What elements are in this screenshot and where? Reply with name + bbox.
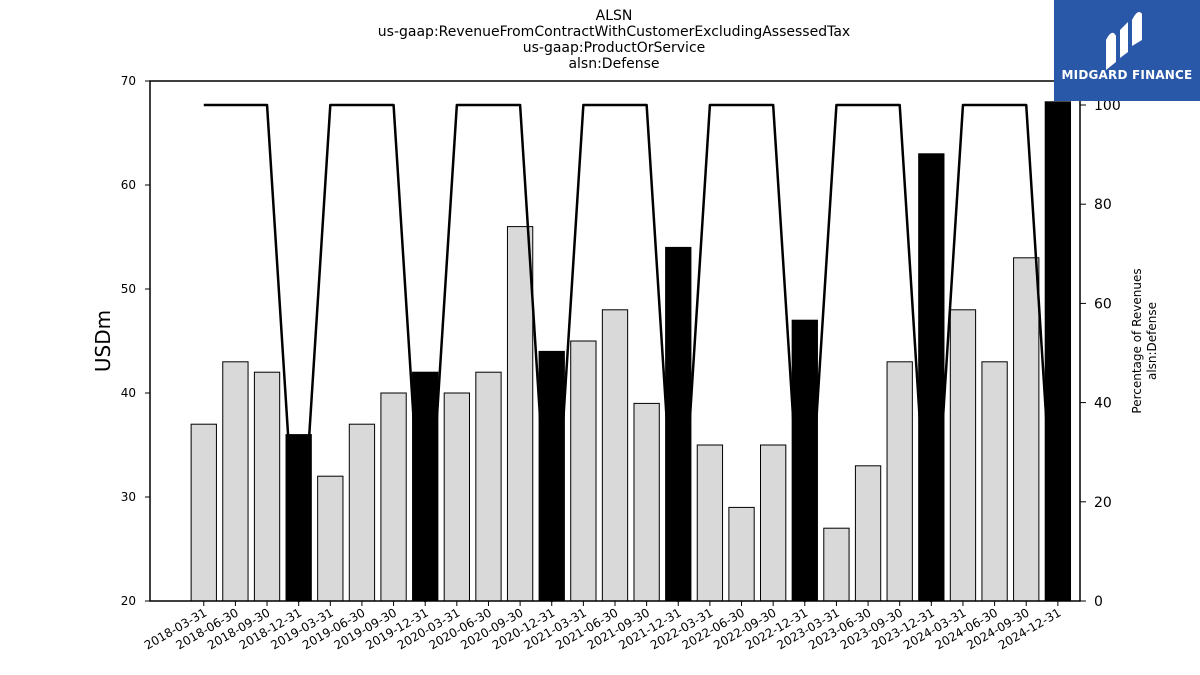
bar bbox=[317, 475, 344, 602]
bar bbox=[1044, 101, 1072, 602]
bar bbox=[348, 423, 376, 602]
title-line: ALSN bbox=[596, 8, 633, 24]
bar-series bbox=[190, 101, 1072, 602]
y-tick-label: 40 bbox=[121, 386, 136, 400]
bar bbox=[475, 371, 502, 602]
y2-tick-label: 100 bbox=[1094, 98, 1121, 114]
bar bbox=[570, 340, 597, 602]
bar bbox=[443, 392, 470, 602]
bar bbox=[190, 423, 217, 602]
brand-logo: MIDGARD FINANCE bbox=[1054, 0, 1200, 101]
bar bbox=[665, 246, 692, 602]
title-line: alsn:Defense bbox=[568, 56, 659, 72]
y2-tick-label: 60 bbox=[1094, 296, 1112, 312]
y2-axis-title: Percentage of Revenues alsn:Defense bbox=[1130, 268, 1159, 413]
bar bbox=[981, 361, 1008, 602]
bar bbox=[1013, 257, 1040, 602]
y2-axis-title-line: alsn:Defense bbox=[1145, 302, 1159, 380]
title-line: us-gaap:ProductOrService bbox=[523, 40, 706, 56]
chart-title: ALSNus-gaap:RevenueFromContractWithCusto… bbox=[378, 8, 850, 72]
bar bbox=[633, 402, 660, 602]
bar bbox=[949, 309, 977, 602]
bar bbox=[222, 361, 249, 602]
bar bbox=[918, 153, 945, 602]
y-tick-label: 30 bbox=[121, 490, 136, 504]
y2-tick-label: 0 bbox=[1094, 594, 1103, 610]
y2-tick-label: 80 bbox=[1094, 197, 1112, 213]
bar bbox=[823, 527, 850, 602]
x-axis: 2018-03-312018-06-302018-09-302018-12-31… bbox=[142, 601, 1063, 652]
bar bbox=[412, 371, 439, 602]
logo-text: MIDGARD FINANCE bbox=[1061, 68, 1193, 82]
y-tick-label: 60 bbox=[121, 178, 136, 192]
y-tick-label: 70 bbox=[121, 74, 136, 88]
y-axis-title: USDm bbox=[91, 310, 115, 372]
percentage-line-series bbox=[203, 103, 1060, 603]
title-line: us-gaap:RevenueFromContractWithCustomerE… bbox=[378, 24, 850, 40]
y2-axis-title-line: Percentage of Revenues bbox=[1130, 268, 1144, 413]
bar bbox=[886, 361, 913, 602]
y2-tick-label: 20 bbox=[1094, 495, 1112, 511]
y-tick-label: 20 bbox=[121, 594, 136, 608]
y-axis-left: 20 30 40 50 60 70 bbox=[121, 74, 150, 608]
y-tick-label: 50 bbox=[121, 282, 136, 296]
bar bbox=[253, 371, 281, 602]
percentage-line bbox=[203, 103, 1060, 603]
logo-mark-icon bbox=[1106, 12, 1142, 70]
bar bbox=[696, 444, 724, 602]
bar bbox=[601, 309, 629, 602]
bar bbox=[380, 392, 407, 602]
bar bbox=[506, 226, 534, 602]
bar bbox=[854, 465, 882, 602]
y2-tick-label: 40 bbox=[1094, 396, 1112, 412]
bar bbox=[728, 506, 755, 602]
y-axis-right: 0 20 40 60 80 100 bbox=[1080, 98, 1121, 610]
bar bbox=[760, 444, 787, 602]
